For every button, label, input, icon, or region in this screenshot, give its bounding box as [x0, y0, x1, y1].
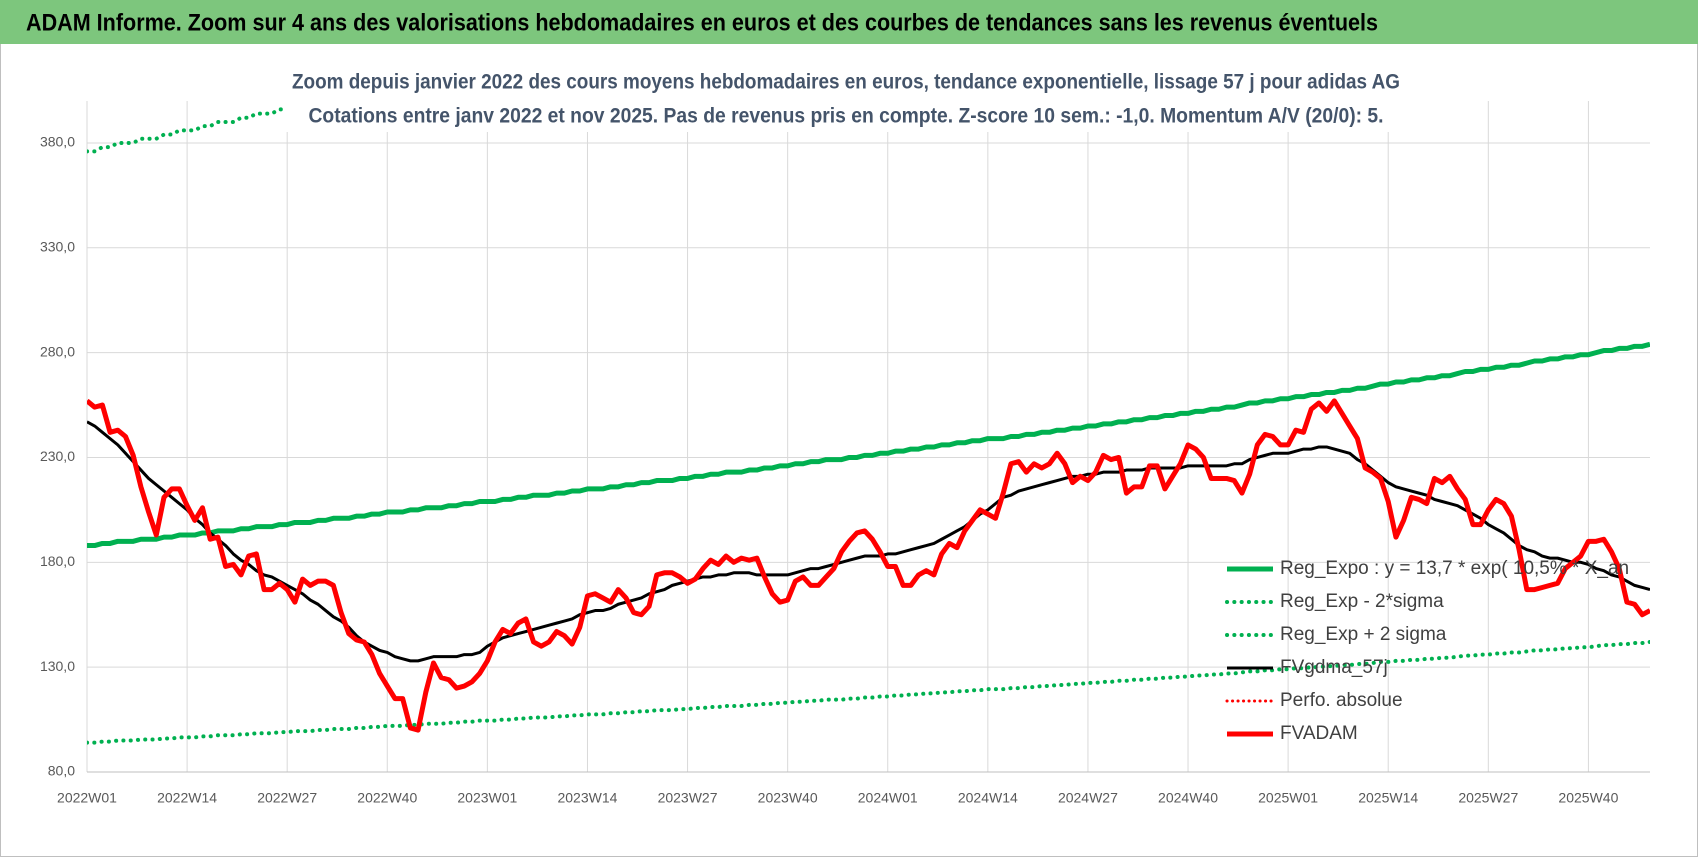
x-tick-label: 2023W27	[658, 790, 718, 806]
x-tick-label: 2022W14	[157, 790, 217, 806]
axes: 80,0 130,0 180,0 230,0 280,0 330,0 380,0 2022W0…	[40, 134, 1650, 806]
x-tick-label: 2024W14	[958, 790, 1018, 806]
chart-subtitle: Cotations entre janv 2022 et nov 2025. P…	[309, 105, 1384, 128]
x-tick-label: 2022W40	[357, 790, 417, 806]
legend-label: Reg_Expo : y = 13,7 * exp( 10,5% * X_an	[1280, 558, 1629, 579]
series-line	[87, 639, 1650, 745]
legend-label: Reg_Exp + 2 sigma	[1280, 624, 1447, 645]
x-tick-label: 2025W01	[1258, 790, 1318, 806]
series-line	[87, 341, 1650, 549]
y-tick-label: 330,0	[40, 238, 75, 254]
x-tick-label: 2022W27	[257, 790, 317, 806]
x-tick-label: 2025W27	[1458, 790, 1518, 806]
x-tick-label: 2023W40	[758, 790, 818, 806]
title-box	[284, 66, 1406, 132]
series-line	[87, 398, 1650, 733]
y-tick-label: 280,0	[40, 343, 75, 359]
y-tick-label: 380,0	[40, 134, 75, 150]
x-tick-label: 2024W01	[858, 790, 918, 806]
header-title: ADAM Informe. Zoom sur 4 ans des valoris…	[26, 9, 1378, 36]
grid	[86, 101, 1650, 773]
y-tick-label: 230,0	[40, 448, 75, 464]
chart-title: Zoom depuis janvier 2022 des cours moyen…	[292, 71, 1400, 94]
x-tick-label: 2024W27	[1058, 790, 1118, 806]
header-band	[0, 0, 1698, 44]
y-tick-label: 180,0	[40, 553, 75, 569]
x-tick-label: 2024W40	[1158, 790, 1218, 806]
x-tick-label: 2025W40	[1558, 790, 1618, 806]
legend-label: FVADAM	[1280, 723, 1358, 744]
legend-label: Reg_Exp - 2*sigma	[1280, 591, 1444, 612]
legend: Reg_Expo : y = 13,7 * exp( 10,5% * X_an R…	[1225, 558, 1629, 744]
y-tick-label: 80,0	[48, 763, 75, 779]
x-tick-label: 2023W14	[557, 790, 617, 806]
plot-area	[87, 101, 1650, 745]
x-tick-label: 2025W14	[1358, 790, 1418, 806]
legend-label: Perfo. absolue	[1280, 690, 1403, 711]
legend-label: FVgdma_57j	[1280, 657, 1388, 678]
y-tick-label: 130,0	[40, 658, 75, 674]
x-tick-label: 2023W01	[457, 790, 517, 806]
x-tick-label: 2022W01	[57, 790, 117, 806]
